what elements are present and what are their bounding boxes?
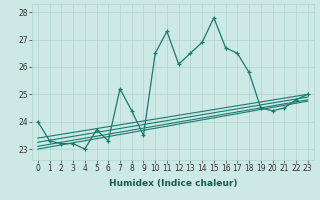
X-axis label: Humidex (Indice chaleur): Humidex (Indice chaleur) xyxy=(108,179,237,188)
